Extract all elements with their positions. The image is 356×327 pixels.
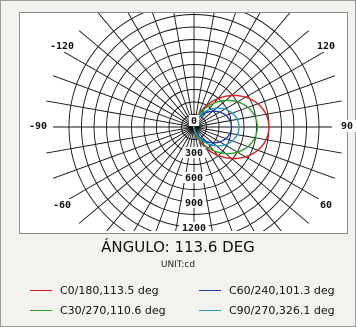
grid-spoke <box>193 13 215 128</box>
grid-spoke <box>193 126 342 154</box>
grid-spoke <box>78 30 195 128</box>
angle-tick-bg <box>47 40 77 52</box>
grid-spoke <box>46 126 195 154</box>
grid-spoke <box>78 126 195 224</box>
radial-tick-label: 600 <box>185 173 203 184</box>
grid-spoke <box>127 13 195 128</box>
angle-tick-bg <box>23 120 53 132</box>
legend-swatch <box>30 310 52 311</box>
angle-tick-bg <box>311 40 341 52</box>
grid-spoke <box>52 126 195 179</box>
legend-item-c0: C0/180,113.5 deg <box>30 284 159 297</box>
chart-title: ÁNGULO: 113.6 DEG <box>101 238 255 256</box>
legend-swatch <box>30 290 52 291</box>
grid-spoke <box>152 13 195 128</box>
series-curve-3 <box>193 107 240 147</box>
radial-tick-label: 900 <box>185 198 203 209</box>
radial-tick-label: 300 <box>185 148 203 159</box>
legend-swatch <box>199 310 221 311</box>
series-curve-0 <box>193 94 270 160</box>
radial-tick-bg <box>188 115 200 126</box>
angle-tick-bg <box>332 120 356 132</box>
legend-label: C0/180,113.5 deg <box>60 284 159 297</box>
radial-tick-bg <box>179 222 209 233</box>
radial-tick-label: 0 <box>191 116 197 127</box>
grid-spoke <box>193 126 282 231</box>
radial-tick-bg <box>182 197 206 208</box>
legend-item-c30: C30/270,110.6 deg <box>30 304 166 317</box>
radial-tick-bg <box>182 147 206 158</box>
legend-item-c90: C90/270,326.1 deg <box>199 304 335 317</box>
grid-spoke <box>46 100 195 128</box>
legend-label: C60/240,101.3 deg <box>229 284 335 297</box>
grid-spoke <box>97 13 195 128</box>
grid-spoke <box>193 13 236 128</box>
angle-tick-label: 60 <box>320 200 332 211</box>
legend-label: C90/270,326.1 deg <box>229 304 335 317</box>
radial-tick-bg <box>182 172 206 183</box>
grid-spoke <box>63 51 195 128</box>
legend-item-c60: C60/240,101.3 deg <box>199 284 335 297</box>
angle-tick-bg <box>47 199 77 211</box>
grid-spoke <box>193 100 342 128</box>
grid-spoke <box>193 126 336 179</box>
grid-spoke <box>52 75 195 128</box>
legend: C0/180,113.5 deg C60/240,101.3 deg C30/2… <box>0 284 356 324</box>
grid-spoke <box>133 126 195 231</box>
legend-label: C30/270,110.6 deg <box>60 304 166 317</box>
chart-unit: UNIT:cd <box>160 260 196 270</box>
grid-spoke <box>173 13 195 128</box>
grid-spoke <box>193 51 325 128</box>
grid-spoke <box>193 126 325 203</box>
grid-spoke <box>193 75 336 128</box>
radial-tick-label: 1200 <box>182 223 206 234</box>
angle-tick-label: 120 <box>317 41 335 52</box>
grid-spoke <box>193 13 291 128</box>
angle-tick-label: 90 <box>341 121 353 132</box>
legend-swatch <box>199 290 221 291</box>
series-curve-1 <box>193 110 233 144</box>
angle-tick-label: -90 <box>29 121 47 132</box>
series-curve-2 <box>193 99 259 155</box>
angle-tick-label: -120 <box>50 41 74 52</box>
grid-spoke <box>63 126 195 203</box>
angle-tick-bg <box>311 199 341 211</box>
grid-spoke <box>106 126 195 231</box>
angle-tick-label: -60 <box>53 200 71 211</box>
